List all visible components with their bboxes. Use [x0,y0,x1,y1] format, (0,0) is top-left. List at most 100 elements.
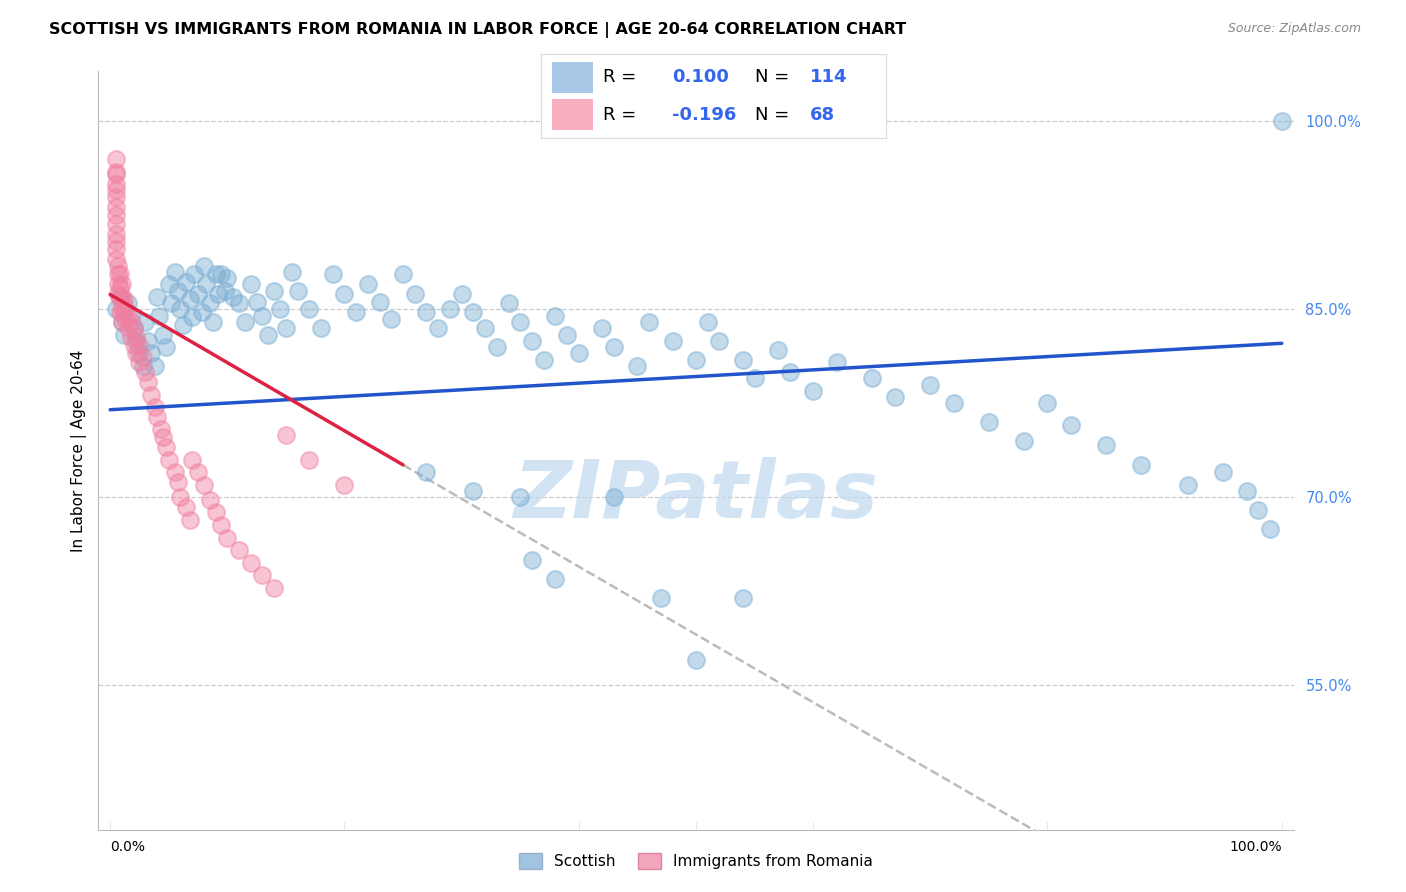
Point [509,315,531,329]
Point [368,295,391,310]
Point [163,265,186,279]
Point [801,384,824,398]
Legend: Scottish, Immigrants from Romania: Scottish, Immigrants from Romania [513,847,879,875]
Point [172,318,194,332]
Point [568,346,591,360]
Point [252,309,274,323]
Point [105,189,128,203]
Point [344,305,367,319]
Point [1060,417,1083,432]
Text: Source: ZipAtlas.com: Source: ZipAtlas.com [1227,22,1361,36]
Point [1258,522,1281,536]
Point [287,284,309,298]
Point [211,268,233,282]
Point [415,466,437,480]
Point [143,401,166,415]
Point [1271,114,1294,128]
Point [107,277,129,292]
Point [1212,466,1234,480]
Point [105,164,128,178]
Point [107,259,129,273]
Point [112,293,135,307]
Point [207,287,229,301]
Point [626,359,648,373]
Point [942,396,965,410]
Bar [551,99,593,130]
Point [214,284,236,298]
Point [169,491,191,505]
Point [148,309,170,323]
Point [463,305,485,319]
Point [263,284,285,298]
Point [108,268,131,282]
Point [149,421,172,435]
Point [731,591,754,605]
Point [179,513,201,527]
Point [252,568,274,582]
Point [167,475,190,490]
Point [485,340,508,354]
Point [112,305,135,319]
Point [274,321,297,335]
Point [257,327,280,342]
Point [105,227,128,242]
Point [160,296,183,310]
Y-axis label: In Labor Force | Age 20-64: In Labor Force | Age 20-64 [72,350,87,551]
Point [155,340,177,354]
Point [157,453,180,467]
Text: R =: R = [603,69,637,87]
Point [1036,396,1059,410]
Point [107,268,129,282]
Point [309,321,332,335]
Point [108,280,131,294]
Point [509,491,531,505]
Point [298,453,321,467]
Point [603,491,626,505]
Point [187,466,209,480]
Point [766,343,789,357]
Point [108,293,131,307]
Point [233,315,256,329]
Point [108,305,131,319]
Point [544,309,567,323]
Point [520,334,543,348]
Point [136,334,159,348]
Point [322,268,344,282]
Point [105,167,128,181]
Point [105,200,128,214]
Point [474,321,496,335]
Point [217,271,239,285]
Point [128,346,150,360]
Point [157,277,180,292]
Point [132,350,155,364]
Point [696,315,718,329]
Point [779,365,801,379]
Point [111,315,134,329]
Point [141,346,163,360]
Point [105,177,128,191]
Text: 100.0%: 100.0% [1229,839,1282,854]
Point [1177,478,1199,492]
Point [193,259,215,273]
Text: R =: R = [603,105,637,123]
Point [463,484,485,499]
Text: N =: N = [755,69,789,87]
Point [108,290,131,304]
Point [603,340,626,354]
Point [122,321,145,335]
Point [105,152,128,166]
Point [450,287,472,301]
Point [105,217,128,231]
Point [211,518,233,533]
Point [520,553,543,567]
Point [544,572,567,586]
Point [709,334,731,348]
Point [333,287,356,301]
Point [141,387,163,401]
Point [125,334,148,348]
Point [860,371,883,385]
Point [281,265,304,279]
Point [187,287,209,301]
Point [155,440,177,454]
Point [117,309,139,323]
